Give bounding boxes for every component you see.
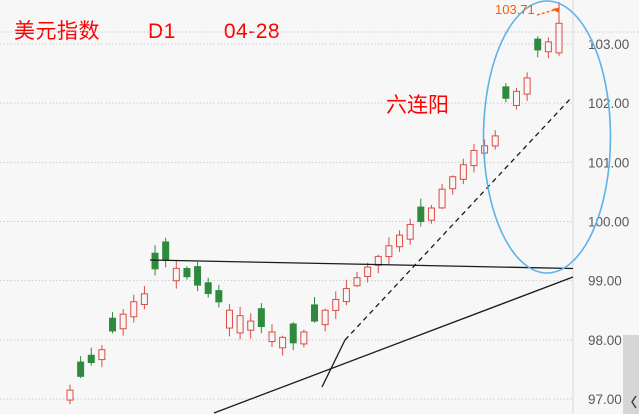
svg-text:97.00: 97.00 <box>588 392 622 407</box>
svg-text:103.71: 103.71 <box>495 2 535 17</box>
svg-text:99.00: 99.00 <box>588 274 622 289</box>
svg-text:98.00: 98.00 <box>588 333 622 348</box>
svg-text:六连阳: 六连阳 <box>386 94 449 117</box>
